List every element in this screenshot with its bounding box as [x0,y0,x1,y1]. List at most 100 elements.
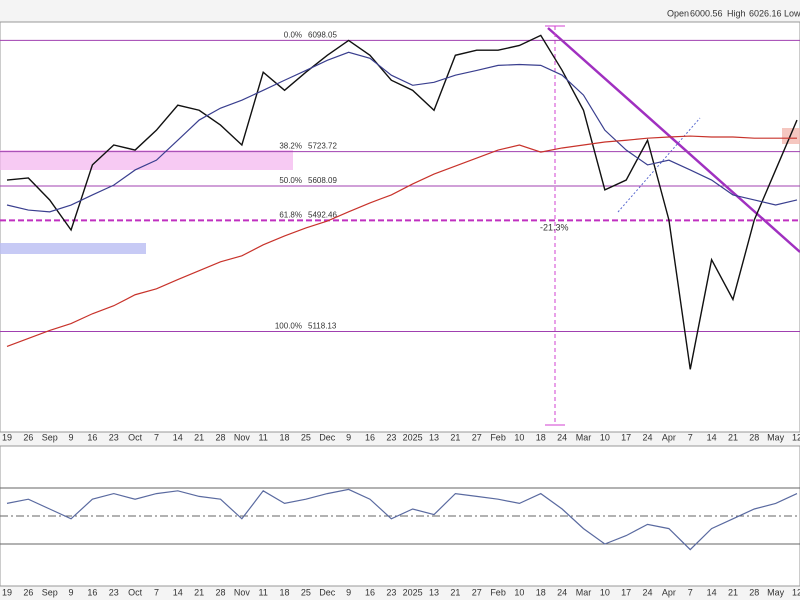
x-tick-label: 25 [301,432,311,442]
x-tick-label: 19 [2,587,12,597]
x-tick-label: 2025 [403,587,423,597]
x-tick-label: 23 [386,587,396,597]
zone [0,243,146,254]
x-tick-label: 26 [23,432,33,442]
annotation: -21.3% [540,222,569,232]
series-line [6,135,797,347]
x-tick-label: 24 [643,432,653,442]
x-tick-label: 9 [69,587,74,597]
zone [0,150,293,170]
x-tick-label: 21 [450,432,460,442]
x-tick-label: 14 [173,432,183,442]
x-tick-label: 21 [194,432,204,442]
x-tick-label: 24 [643,587,653,597]
x-tick-label: 18 [536,587,546,597]
trendline [617,117,701,213]
x-tick-label: 16 [87,432,97,442]
x-tick-label: 16 [365,432,375,442]
fib-ratio: 0.0% [284,31,302,40]
x-tick-label: 13 [429,587,439,597]
x-tick-label: Dec [319,432,336,442]
x-tick-label: 23 [386,432,396,442]
x-tick-label: 9 [346,432,351,442]
x-tick-label: 21 [728,587,738,597]
x-tick-label: 9 [346,587,351,597]
x-tick-label: Sep [42,587,58,597]
x-tick-label: 12 [792,432,800,442]
x-tick-label: 21 [450,587,460,597]
x-tick-label: Apr [662,432,676,442]
x-tick-label: Dec [319,587,336,597]
series-line [6,51,798,213]
x-tick-label: 24 [557,432,567,442]
x-tick-label: 19 [2,432,12,442]
rsi-line [6,488,798,551]
x-tick-label: 10 [600,432,610,442]
x-tick-label: 28 [749,432,759,442]
x-tick-label: 2025 [403,432,423,442]
x-tick-label: 23 [109,432,119,442]
x-tick-label: 10 [514,587,524,597]
x-tick-label: Mar [576,432,592,442]
x-tick-label: Sep [42,432,58,442]
fib-value: 5492.46 [308,210,337,219]
x-tick-label: 28 [749,587,759,597]
x-tick-label: 10 [514,432,524,442]
x-tick-label: 14 [707,587,717,597]
x-tick-label: 7 [688,432,693,442]
open-value: 6000.56 [690,8,723,18]
x-tick-label: 27 [472,432,482,442]
series-line [6,34,798,370]
x-tick-label: 16 [87,587,97,597]
x-tick-label: 11 [259,587,268,597]
x-tick-label: 26 [23,587,33,597]
fib-ratio: 100.0% [275,322,302,331]
x-tick-label: 18 [280,432,290,442]
x-tick-label: Feb [490,587,506,597]
x-tick-label: 17 [621,432,631,442]
trendline [547,27,800,253]
x-tick-label: May [767,432,785,442]
x-tick-label: 18 [536,432,546,442]
x-tick-label: Oct [128,587,143,597]
x-tick-label: Mar [576,587,592,597]
x-tick-label: 9 [69,432,74,442]
fib-value: 5608.09 [308,176,337,185]
fib-value: 5118.13 [308,322,337,331]
price-panel [0,21,800,433]
x-tick-label: 18 [280,587,290,597]
zone [782,128,800,144]
x-tick-label: 14 [707,432,717,442]
x-tick-label: Nov [234,587,251,597]
x-tick-label: 24 [557,587,567,597]
x-tick-label: 7 [154,587,159,597]
fib-ratio: 38.2% [279,142,302,151]
x-tick-label: Nov [234,432,251,442]
x-tick-label: Oct [128,432,143,442]
x-tick-label: 23 [109,587,119,597]
high-label: High [727,8,746,18]
x-tick-label: 28 [216,432,226,442]
fib-ratio: 61.8% [279,210,302,219]
high-value: 6026.16 [749,8,782,18]
x-tick-label: 21 [728,432,738,442]
x-tick-label: 16 [365,587,375,597]
x-tick-label: 7 [154,432,159,442]
fib-value: 5723.72 [308,142,337,151]
x-tick-label: 14 [173,587,183,597]
x-tick-label: 28 [216,587,226,597]
x-tick-label: Apr [662,587,676,597]
x-tick-label: 17 [621,587,631,597]
fib-ratio: 50.0% [279,176,302,185]
x-tick-label: 10 [600,587,610,597]
low-label: Low [784,8,800,18]
x-tick-label: 11 [259,432,268,442]
x-tick-label: 12 [792,587,800,597]
x-tick-label: May [767,587,785,597]
open-label: Open [667,8,689,18]
x-tick-label: Feb [490,432,506,442]
x-tick-label: 13 [429,432,439,442]
x-tick-label: 21 [194,587,204,597]
x-tick-label: 7 [688,587,693,597]
